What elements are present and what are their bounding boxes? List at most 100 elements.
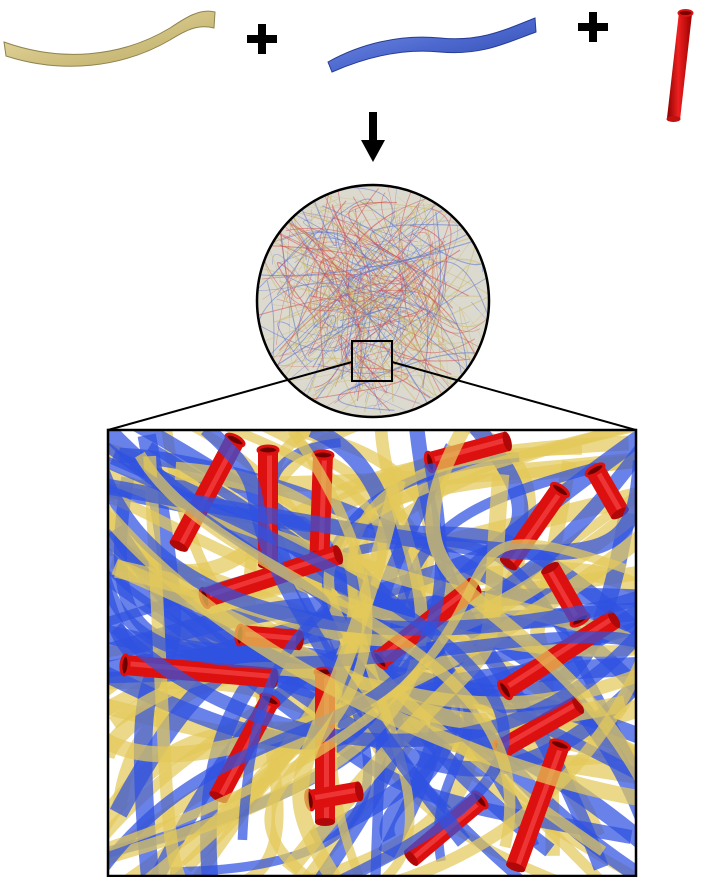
mixture-fiber: [349, 287, 427, 377]
mixture-fiber: [313, 263, 356, 348]
ribbon-fiber: [108, 539, 627, 852]
plus-icon: [247, 24, 277, 54]
zoom-line-left: [107, 361, 353, 431]
mixture-fiber: [302, 238, 380, 269]
mixture-fiber: [404, 232, 432, 301]
mixture-fiber: [288, 272, 471, 413]
zoom-selector-box: [351, 340, 393, 382]
mixture-fiber: [281, 187, 393, 356]
mixture-fiber: [378, 263, 471, 362]
mixture-fiber: [324, 195, 455, 296]
mixture-fiber: [355, 190, 445, 378]
ribbon-fiber: [111, 622, 636, 748]
mixture-fiber: [302, 211, 446, 322]
mixture-fiber: [286, 227, 453, 309]
mixture-fiber: [407, 208, 452, 327]
mixture-fiber: [355, 383, 420, 413]
mixture-fiber: [324, 272, 450, 348]
ribbon-fiber: [108, 503, 636, 806]
mixture-fiber: [337, 378, 395, 411]
mixture-fiber: [343, 201, 412, 263]
mixture-fiber: [257, 218, 324, 417]
mixture-fiber: [257, 306, 423, 381]
mixture-fiber: [336, 216, 418, 282]
mixture-fiber: [278, 289, 448, 417]
mixture-fiber: [295, 295, 482, 351]
ribbon-fiber: [108, 456, 510, 877]
tube-fiber: [584, 462, 629, 520]
mixture-fiber: [337, 212, 414, 363]
mixture-fiber: [348, 196, 389, 267]
mixture-fiber: [257, 283, 458, 327]
ribbon-fiber: [281, 473, 510, 876]
mixture-fiber: [269, 192, 377, 208]
mixture-fiber: [289, 217, 459, 368]
mixture-fiber: [314, 185, 350, 388]
mixture-fiber: [369, 261, 489, 353]
mixture-fiber: [303, 219, 341, 241]
mixture-fiber: [301, 267, 417, 365]
mixture-fiber: [322, 205, 468, 386]
mixture-fiber: [305, 237, 432, 280]
mixture-circle: [255, 183, 491, 419]
mixture-fiber: [320, 294, 489, 370]
mixture-fiber: [257, 267, 408, 353]
mixture-fiber: [257, 290, 489, 386]
mixture-fiber: [337, 334, 387, 394]
mixture-fiber: [357, 249, 461, 329]
mixture-fiber: [318, 196, 418, 231]
mixture-fiber: [315, 202, 353, 225]
ribbon-fiber: [390, 658, 636, 877]
yellow-ribbon-component: [3, 10, 216, 67]
mixture-fiber: [276, 261, 319, 323]
mixture-fiber: [265, 250, 387, 341]
mixture-fiber: [286, 222, 389, 324]
mixture-fiber: [378, 298, 396, 394]
mixture-fiber: [257, 244, 407, 344]
mixture-fiber: [287, 188, 397, 336]
mixture-fiber: [399, 186, 437, 400]
mixture-fiber: [367, 278, 402, 407]
mixture-fiber: [381, 192, 454, 328]
mixture-fiber: [257, 291, 352, 380]
mixture-fiber: [277, 321, 309, 371]
mixture-fiber: [398, 262, 446, 318]
mixture-fiber: [398, 185, 448, 404]
mixture-fiber: [318, 249, 377, 288]
ribbon-fiber: [425, 430, 636, 783]
zoomed-inset: [106, 428, 638, 877]
blue-ribbon-component: [327, 17, 537, 73]
mixture-fiber: [307, 231, 372, 392]
mixture-fiber: [262, 239, 419, 300]
ribbon-fiber: [108, 462, 447, 872]
mixture-fiber: [382, 303, 400, 363]
mixture-fiber: [387, 185, 447, 309]
mixture-fiber: [312, 315, 337, 368]
mixture-fiber: [257, 198, 374, 298]
mixture-fiber: [279, 194, 329, 299]
ribbon-fiber: [264, 430, 373, 877]
red-tube-component: [666, 9, 694, 122]
mixture-fiber: [361, 297, 439, 403]
mixture-fiber: [290, 366, 409, 403]
mixture-fiber: [355, 307, 484, 356]
mixture-fiber: [332, 214, 382, 414]
mixture-fiber: [277, 243, 406, 339]
mixture-fiber: [362, 215, 445, 371]
mixture-fiber: [261, 195, 489, 296]
mixture-fiber: [257, 232, 489, 277]
mixture-fiber: [408, 220, 459, 264]
mixture-fiber: [332, 320, 407, 349]
zoom-line-right: [391, 361, 637, 431]
arrow-down-icon: [361, 112, 385, 162]
mixture-fiber: [352, 240, 446, 314]
mixture-fiber: [327, 277, 378, 392]
tube-fiber: [169, 432, 246, 552]
mixture-fiber: [284, 250, 417, 351]
plus-icon: [578, 12, 608, 42]
mixture-fiber: [358, 216, 420, 263]
mixture-fiber: [459, 306, 485, 385]
mixture-fiber: [271, 233, 315, 296]
mixture-fiber: [422, 203, 442, 372]
